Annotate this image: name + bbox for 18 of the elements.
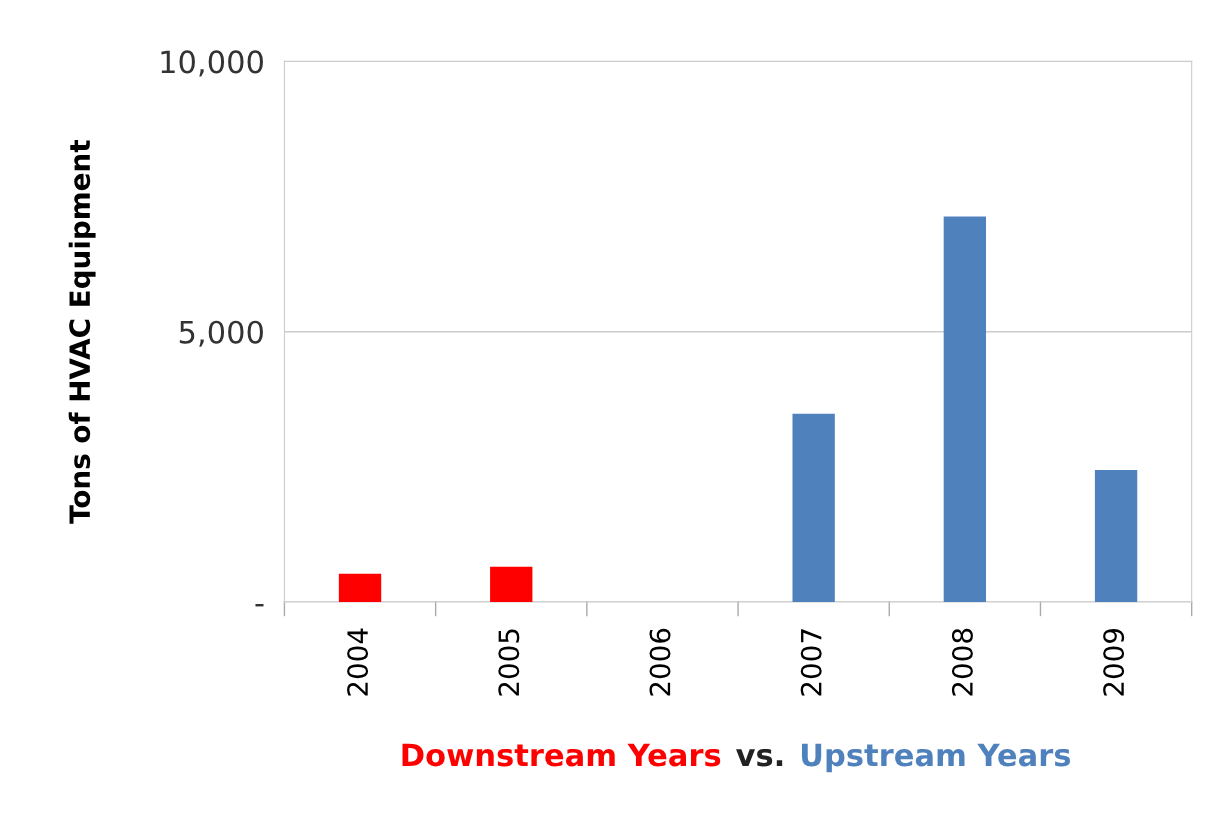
- bar: [943, 216, 987, 602]
- x-tick-label: 2009: [1103, 628, 1125, 696]
- bar: [792, 413, 835, 602]
- x-tick-label: 2008: [951, 628, 973, 696]
- y-axis-title: Tons of HVAC Equipment: [68, 140, 96, 524]
- bar: [338, 573, 382, 602]
- bar: [490, 566, 533, 602]
- x-tick-label: 2005: [498, 629, 520, 696]
- text: Downstream Years: [402, 743, 721, 767]
- y-tick-label: 10,000: [161, 50, 263, 77]
- text: Upstream Years: [801, 743, 1071, 773]
- x-tick-label: 2007: [800, 629, 822, 696]
- text: vs.: [736, 748, 783, 767]
- y-tick-label: 5,000: [179, 320, 263, 347]
- x-tick-label: 2006: [649, 628, 671, 696]
- y-tick-label: -: [255, 603, 264, 607]
- x-tick-label: 2004: [347, 628, 369, 696]
- bar: [1094, 470, 1138, 602]
